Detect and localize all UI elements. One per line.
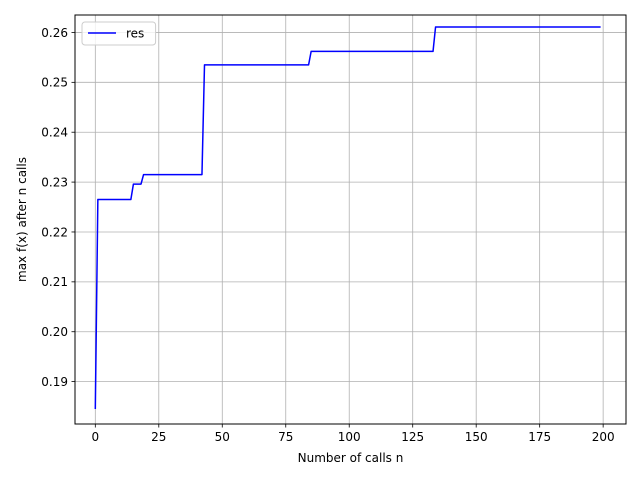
legend-box: [81, 21, 157, 46]
x-tick-label: 0: [91, 430, 99, 444]
y-axis-label: max f(x) after n calls: [15, 157, 29, 282]
plot-lines: [94, 26, 601, 410]
y-tick-label: 0.21: [41, 275, 68, 289]
x-tick-label: 75: [278, 430, 293, 444]
y-tick-label: 0.25: [41, 76, 68, 90]
y-tick-label: 0.19: [41, 375, 68, 389]
y-tick-label: 0.23: [41, 175, 68, 189]
plot-frame: [74, 14, 627, 425]
y-tick-label: 0.22: [41, 225, 68, 239]
y-tick-label: 0.26: [41, 26, 68, 40]
grid: [75, 15, 626, 424]
x-tick-label: 100: [338, 430, 361, 444]
x-axis-label: Number of calls n: [298, 451, 404, 465]
legend: res: [81, 21, 157, 46]
x-tick-label: 200: [592, 430, 615, 444]
y-tick-label: 0.20: [41, 325, 68, 339]
x-tick-label: 125: [401, 430, 424, 444]
x-tick-label: 175: [528, 430, 551, 444]
legend-label: res: [126, 26, 144, 40]
series-line-res: [94, 26, 601, 410]
axis-ticks: 0 25 50 75 100 125 150 175 200 0.19 0.20 0.21 0.22 0.…: [41, 26, 614, 444]
x-tick-label: 50: [215, 430, 230, 444]
x-tick-label: 150: [465, 430, 488, 444]
y-tick-label: 0.24: [41, 126, 68, 140]
x-tick-label: 25: [151, 430, 166, 444]
